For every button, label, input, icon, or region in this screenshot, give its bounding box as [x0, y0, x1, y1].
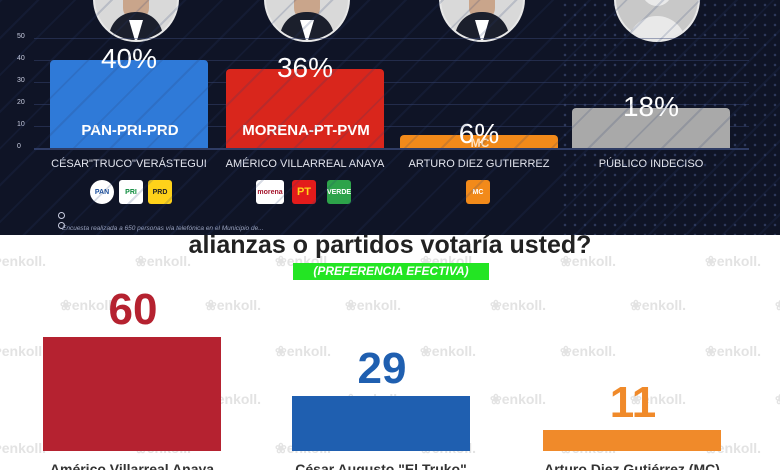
- y-tick-label: 20: [17, 99, 25, 106]
- bottom-bar-3: [543, 430, 721, 451]
- enkoll-watermark: ❀enkoll.: [345, 297, 402, 313]
- enkoll-watermark: ❀enkoll.: [705, 343, 762, 359]
- enkoll-watermark: ❀enkoll.: [60, 297, 117, 313]
- verde-logo: VERDE: [327, 180, 351, 204]
- gridline: [34, 82, 749, 83]
- gridline: [34, 60, 749, 61]
- preference-subtitle: (PREFERENCIA EFECTIVA): [293, 263, 489, 280]
- gridline: [34, 104, 749, 105]
- enkoll-watermark: ❀enkoll.: [0, 253, 47, 269]
- enkoll-watermark: ❀enkoll.: [0, 343, 47, 359]
- pri-logo: PRI: [119, 180, 143, 204]
- mc-logo: MC: [466, 180, 490, 204]
- enkoll-watermark: ❀enkoll.: [775, 297, 780, 314]
- candidate-photo-diez: [439, 0, 525, 42]
- bar-1: [50, 60, 208, 148]
- survey-footnote: Encuesta realizada a 650 personas vía te…: [62, 225, 264, 232]
- bar-value-label: 40%: [100, 43, 158, 74]
- gridline: [34, 126, 749, 127]
- enkoll-watermark: ❀enkoll.: [775, 391, 780, 408]
- bar-party-label: MORENA-PT-PVM: [242, 122, 370, 139]
- enkoll-watermark: ❀enkoll.: [630, 391, 687, 407]
- bar-2: [226, 68, 384, 148]
- bottom-bar-value: 11: [609, 378, 657, 428]
- info-dot-icon: [58, 212, 65, 219]
- bottom-bar-1: [43, 337, 221, 451]
- bottom-bar-value: 29: [357, 343, 407, 393]
- enkoll-watermark: ❀enkoll.: [135, 253, 192, 269]
- candidate-name-label: PÚBLICO INDECISO: [598, 158, 704, 170]
- pt-logo: PT: [292, 180, 316, 204]
- candidate-photo-verastegui: [93, 0, 179, 42]
- y-tick-label: 0: [17, 143, 21, 150]
- enkoll-watermark: ❀enkoll.: [560, 253, 617, 269]
- bar-party-label: MC: [470, 136, 490, 150]
- undecided-placeholder-avatar: [614, 0, 700, 42]
- bottom-chart-panel: ❀enkoll. ❀enkoll. ❀enkoll. ❀enkoll. ❀enkoll.…: [0, 235, 780, 470]
- gridline: [34, 148, 749, 150]
- enkoll-watermark: ❀enkoll.: [560, 343, 617, 359]
- enkoll-watermark: ❀enkoll.: [630, 297, 687, 313]
- bar-3: [400, 134, 558, 148]
- enkoll-watermark: ❀enkoll.: [275, 343, 332, 359]
- enkoll-watermark: ❀enkoll.: [205, 297, 262, 313]
- question-title: alianzas o partidos votaría usted?: [188, 235, 592, 259]
- bottom-candidate-label: César Augusto "El Truko": [295, 461, 467, 470]
- bottom-candidate-label: Américo Villarreal Anaya: [49, 461, 215, 470]
- candidate-photo-villarreal: [264, 0, 350, 42]
- bar-value-label: 6%: [458, 117, 500, 149]
- info-dot-icon-2: [58, 222, 65, 229]
- bottom-bar-2: [292, 395, 470, 451]
- enkoll-watermark: ❀enkoll.: [490, 297, 547, 313]
- pan-logo: PAN: [90, 180, 114, 204]
- gridline: [34, 38, 749, 39]
- enkoll-watermark: ❀enkoll.: [705, 253, 762, 269]
- bottom-bar-value: 60: [108, 285, 158, 334]
- y-tick-label: 30: [17, 77, 25, 84]
- y-tick-label: 10: [17, 121, 25, 128]
- top-chart-panel: 50 40 30 20 10 0 40% PAN-PRI-PRD CÉSAR"TRUCO"VER…: [0, 0, 780, 235]
- enkoll-watermark: ❀enkoll.: [490, 391, 547, 407]
- enkoll-watermark: ❀enkoll.: [420, 343, 477, 359]
- candidate-name-label: ARTURO DIEZ GUTIERREZ: [408, 158, 550, 170]
- bar-4: [572, 108, 730, 148]
- prd-logo: PRD: [148, 180, 172, 204]
- bar-value-label: 18%: [622, 91, 680, 123]
- candidate-name-label: AMÉRICO VILLARREAL ANAYA: [225, 158, 385, 170]
- y-tick-label: 40: [17, 55, 25, 62]
- morena-logo: morena: [256, 180, 284, 204]
- y-tick-label: 50: [17, 33, 25, 40]
- bar-party-label: PAN-PRI-PRD: [81, 122, 179, 139]
- enkoll-watermark: ❀enkoll.: [0, 440, 47, 456]
- bottom-candidate-label: Arturo Diez Gutiérrez (MC): [544, 461, 720, 470]
- bar-value-label: 36%: [276, 51, 334, 83]
- candidate-name-label: CÉSAR"TRUCO"VERÁSTEGUI: [51, 158, 207, 170]
